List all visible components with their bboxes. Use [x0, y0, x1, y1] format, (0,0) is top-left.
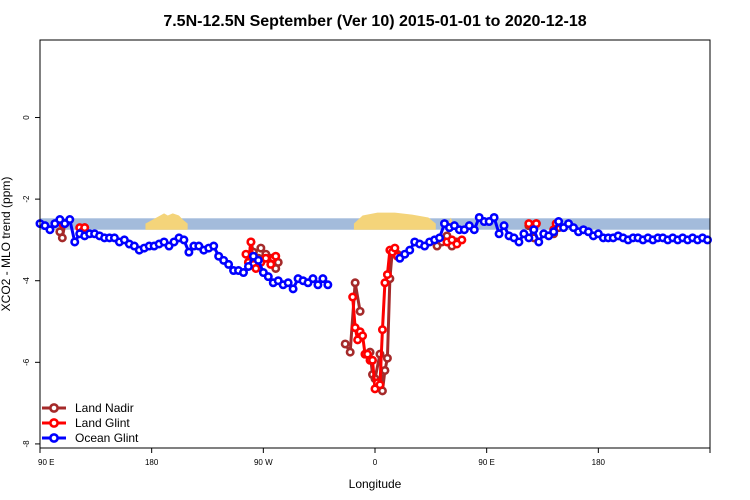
land-ocean-band — [40, 212, 710, 230]
series-2-point — [529, 225, 539, 235]
y-axis-label: XCO2 - MLO trend (ppm) — [0, 177, 13, 312]
y-tick-label: -8 — [22, 440, 31, 448]
series-2-point — [405, 245, 415, 255]
legend-item-2: Ocean Glint — [42, 431, 139, 445]
series-0-point — [380, 365, 390, 375]
x-axis-label: Longitude — [349, 477, 402, 491]
series-0-point — [350, 278, 360, 288]
series-2-point — [323, 280, 333, 290]
series-1-point — [246, 237, 256, 247]
series-1-point — [390, 243, 400, 253]
series-2-point — [243, 261, 253, 271]
chart-title: 7.5N-12.5N September (Ver 10) 2015-01-01… — [163, 13, 586, 30]
series-2-point — [489, 212, 499, 222]
legend-label: Land Glint — [75, 416, 130, 430]
series-1-point — [358, 331, 368, 341]
series-2-point — [263, 272, 273, 282]
series-2-point — [283, 278, 293, 288]
x-tick-label: 90 W — [254, 458, 273, 467]
legend-swatch-marker — [49, 418, 59, 428]
series-2-point — [524, 233, 534, 243]
land-band-segment-1 — [353, 212, 436, 230]
series-0-point — [345, 347, 355, 357]
x-tick-label: 0 — [373, 458, 378, 467]
series-2-point — [65, 215, 75, 225]
x-tick-label: 90 E — [478, 458, 494, 467]
y-tick-label: -6 — [22, 358, 31, 366]
series-2-point — [554, 217, 564, 227]
x-axis: 90 E 180 90 W 0 90 E 180 — [38, 448, 711, 467]
series-1-point — [271, 251, 281, 261]
series-2-point — [184, 247, 194, 257]
series-1-point — [380, 278, 390, 288]
x-tick-label: 180 — [145, 458, 159, 467]
series-0-point — [382, 353, 392, 363]
series-0-line-4 — [343, 281, 362, 354]
series-2-point — [308, 274, 318, 284]
series-2-point — [238, 268, 248, 278]
series-2-point — [549, 227, 559, 237]
series-2-point — [209, 241, 219, 251]
series-2-point — [179, 235, 189, 245]
legend-item-1: Land Glint — [42, 416, 130, 430]
series-layer — [35, 212, 713, 396]
series-0-point — [57, 233, 67, 243]
x-tick-label: 90 E — [38, 458, 54, 467]
series-2-point — [318, 274, 328, 284]
series-2-point — [45, 225, 55, 235]
series-1-point — [261, 253, 271, 263]
series-2 — [35, 212, 713, 294]
series-2-point — [703, 235, 713, 245]
y-axis: -8 -6 -4 -2 0 — [22, 115, 40, 448]
legend-label: Land Nadir — [75, 401, 134, 415]
legend-label: Ocean Glint — [75, 431, 139, 445]
x-tick-label: 180 — [592, 458, 606, 467]
y-tick-label: 0 — [22, 115, 31, 120]
series-0-point — [340, 339, 350, 349]
series-1-point — [368, 355, 378, 365]
y-tick-label: -2 — [22, 195, 31, 203]
series-2-point — [469, 225, 479, 235]
series-1-point — [382, 270, 392, 280]
land-band-segment-0 — [145, 213, 188, 230]
series-0-point — [355, 306, 365, 316]
series-1-point — [457, 235, 467, 245]
y-tick-label: -4 — [22, 277, 31, 285]
series-2-point — [534, 237, 544, 247]
series-1-point — [375, 380, 385, 390]
series-2-point — [494, 229, 504, 239]
series-1-point — [377, 325, 387, 335]
series-2-point — [313, 280, 323, 290]
series-2-point — [224, 259, 234, 269]
series-1-point — [80, 223, 90, 233]
series-2-point — [435, 233, 445, 243]
series-1-point — [241, 249, 251, 259]
legend-item-0: Land Nadir — [42, 401, 134, 415]
series-0-point — [256, 243, 266, 253]
legend-swatch-marker — [49, 403, 59, 413]
legend-swatch-marker — [49, 433, 59, 443]
series-1-point — [348, 292, 358, 302]
series-2-point — [253, 255, 263, 265]
series-2-point — [499, 221, 509, 231]
series-2-point — [514, 237, 524, 247]
series-2-point — [70, 237, 80, 247]
series-2-point — [288, 284, 298, 294]
series-1-point — [251, 263, 261, 273]
